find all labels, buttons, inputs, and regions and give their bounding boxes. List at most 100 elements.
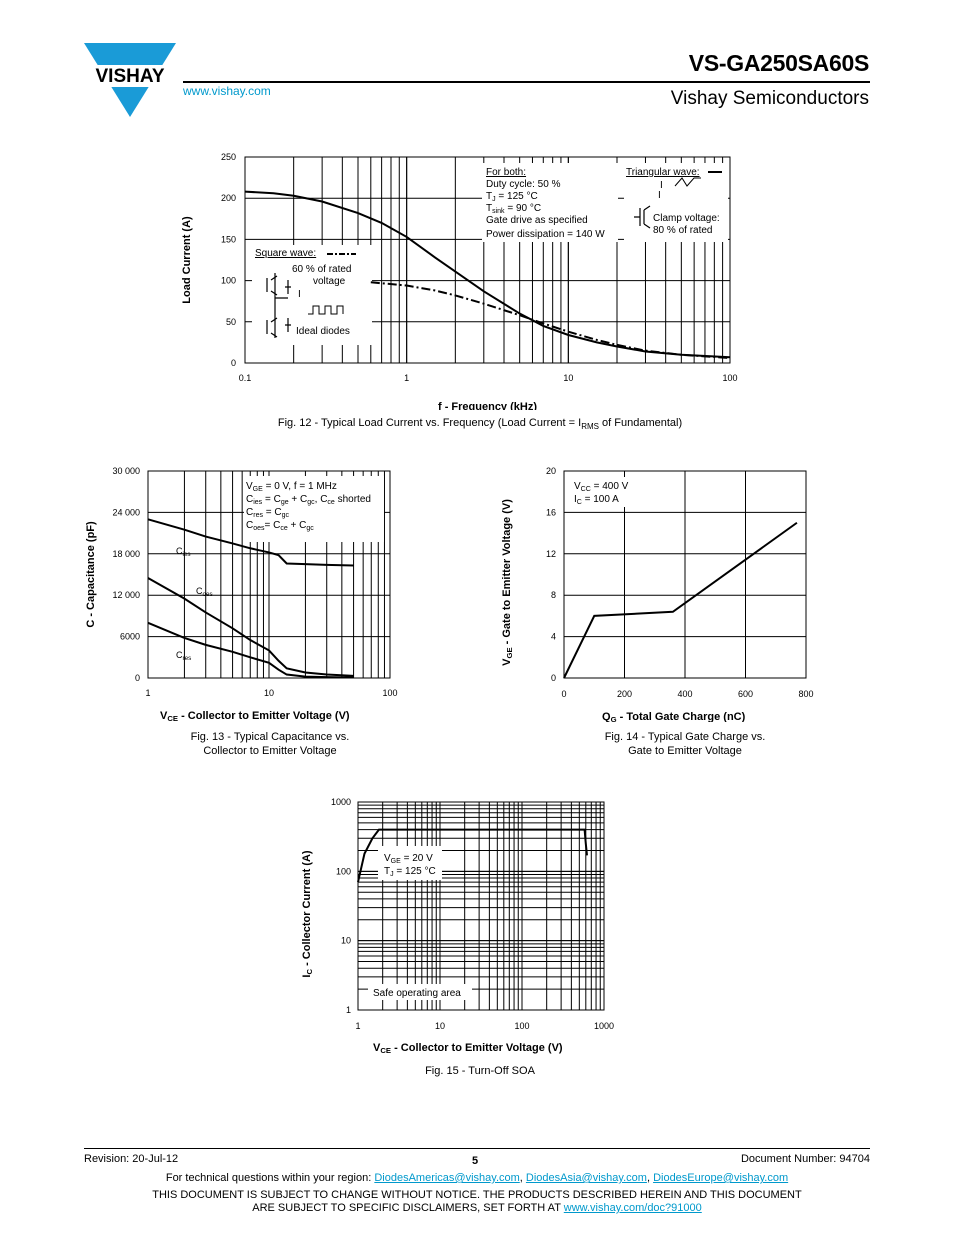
x-tick-label: 1 [145, 688, 150, 698]
company-name: Vishay Semiconductors [670, 88, 869, 109]
disclaimer-link[interactable]: www.vishay.com/doc?91000 [563, 1202, 702, 1214]
y-tick-label: 100 [221, 276, 236, 286]
note-vge: VGE​ = 20 V [384, 853, 433, 865]
header-rule [183, 81, 870, 83]
website-link[interactable]: www.vishay.com [183, 84, 271, 98]
note-power: Power dissipation = 140 W [486, 229, 605, 240]
x-tick-label: 0.1 [239, 373, 252, 383]
y-tick-label: 200 [221, 193, 236, 203]
y-tick-label: 100 [336, 866, 351, 876]
footer-rule [84, 1148, 870, 1149]
label-cies: Cies​ [176, 546, 191, 558]
igbt-symbol-icon [634, 205, 651, 229]
y-axis-label: Load Current (A) [181, 216, 193, 304]
series-line-0 [147, 518, 354, 567]
note-box [378, 846, 442, 880]
fig14-caption: Fig. 14 - Typical Gate Charge vs. Gate to… [604, 731, 766, 757]
note-triangular: Triangular wave: [626, 167, 700, 178]
y-tick-label: 150 [221, 234, 236, 244]
vishay-logo: VISHAY [84, 43, 176, 117]
technical-questions: For technical questions within your regi… [165, 1172, 789, 1184]
email-asia[interactable]: DiodesAsia@vishay.com [525, 1172, 647, 1184]
y-tick-label: 0 [135, 673, 140, 683]
y-axis-label: C - Capacitance (pF) [85, 521, 97, 628]
note-ic: IC​ = 100 A [574, 494, 619, 506]
x-tick-label: 100 [382, 688, 397, 698]
x-tick-label: 800 [798, 689, 813, 699]
document-number: Document Number: 94704 [740, 1153, 870, 1165]
note-square: Square wave: [255, 248, 316, 259]
note-tj: TJ​ = 125 °C [486, 191, 538, 203]
email-europe[interactable]: DiodesEurope@vishay.com [653, 1172, 789, 1184]
x-tick-label: 10 [563, 373, 573, 383]
y-tick-label: 250 [221, 152, 236, 162]
x-tick-label: 100 [514, 1021, 529, 1031]
series-line-1 [370, 281, 731, 360]
note-box [244, 476, 384, 542]
logo-text: VISHAY [96, 66, 165, 87]
note-clamp2: 80 % of rated [653, 225, 712, 236]
x-tick-label: 200 [617, 689, 632, 699]
label-coes: Coes​ [196, 586, 213, 598]
note-box [570, 477, 640, 507]
y-tick-label: 50 [226, 317, 236, 327]
disclaimer-line1: THIS DOCUMENT IS SUBJECT TO CHANGE WITHO… [152, 1189, 802, 1201]
series-line-0 [563, 521, 798, 679]
series-line-0 [244, 190, 731, 359]
y-tick-label: 30 000 [112, 466, 140, 476]
note-box [482, 163, 618, 242]
note-coes: Coes​= Cce​ + Cgc​ [246, 520, 314, 532]
square-box [252, 245, 372, 345]
disclaimer-line2: ARE SUBJECT TO SPECIFIC DISCLAIMERS, SET… [252, 1202, 702, 1214]
email-americas[interactable]: DiodesAmericas@vishay.com [374, 1172, 520, 1184]
series-line-2 [147, 621, 354, 679]
plot-frame [357, 801, 605, 1011]
inverter-circuit-icon [266, 273, 291, 338]
x-axis-label: VCE​ - Collector to Emitter Voltage (V) [160, 710, 350, 722]
triangular-box [624, 163, 728, 242]
fig14-chart: 0 200 400 600 800 0 4 8 12 16 20 QG​ - Total Gate C… [501, 466, 814, 722]
x-tick-label: 10 [435, 1021, 445, 1031]
note-for-both: For both: [486, 167, 526, 178]
note-i1: I [660, 180, 663, 191]
y-tick-label: 1 [346, 1005, 351, 1015]
note-ideal: Ideal diodes [296, 326, 350, 337]
fig12-caption: Fig. 12 - Typical Load Current vs. Frequ… [277, 417, 683, 432]
note-i3: I [298, 289, 301, 300]
x-axis-label: VCE​ - Collector to Emitter Voltage (V) [373, 1042, 563, 1055]
fig13-caption: Fig. 13 - Typical Capacitance vs. Collect… [190, 731, 350, 757]
fig15-caption: Fig. 15 - Turn-Off SOA [425, 1065, 535, 1077]
x-tick-label: 100 [722, 373, 737, 383]
note-tsink: Tsink​ = 90 °C [486, 203, 541, 215]
fig13-chart: 1 10 100 0 6000 12 000 18 000 24 000 30 000 VCE​ … [85, 466, 398, 722]
x-tick-label: 600 [738, 689, 753, 699]
note-rated2: voltage [313, 276, 346, 287]
triangular-wave-icon [674, 177, 701, 187]
x-tick-label: 400 [677, 689, 692, 699]
series-line-1 [147, 577, 354, 677]
y-tick-label: 0 [551, 673, 556, 683]
y-tick-label: 1000 [331, 797, 351, 807]
note-gate: Gate drive as specified [486, 215, 588, 226]
part-number: VS-GA250SA60S [688, 50, 870, 76]
x-tick-label: 10 [264, 688, 274, 698]
y-tick-label: 4 [551, 632, 556, 642]
y-axis-label: VGE​ - Gate to Emitter Voltage (V) [501, 499, 514, 666]
x-tick-label: 1 [404, 373, 409, 383]
y-tick-label: 16 [546, 507, 556, 517]
note-rated1: 60 % of rated [292, 264, 351, 275]
note-cies: Cies​ = Cge​ + Cgc​, Cce​ shorted [246, 494, 371, 506]
y-tick-label: 20 [546, 466, 556, 476]
y-tick-label: 12 [546, 549, 556, 559]
note-i2: I [658, 190, 661, 201]
note-tj: TJ​ = 125 °C [384, 866, 436, 878]
y-tick-label: 24 000 [112, 507, 140, 517]
y-tick-label: 10 [341, 936, 351, 946]
note-vge: VGE​ = 0 V, f = 1 MHz [246, 481, 337, 493]
x-tick-label: 1 [355, 1021, 360, 1031]
note-clamp1: Clamp voltage: [653, 213, 720, 224]
y-tick-label: 6000 [120, 632, 140, 642]
note-cres: Cres​ = Cgc​ [246, 507, 289, 519]
x-axis-label: f - Frequency (kHz) [438, 401, 537, 410]
revision: Revision: 20-Jul-12 [84, 1153, 179, 1165]
